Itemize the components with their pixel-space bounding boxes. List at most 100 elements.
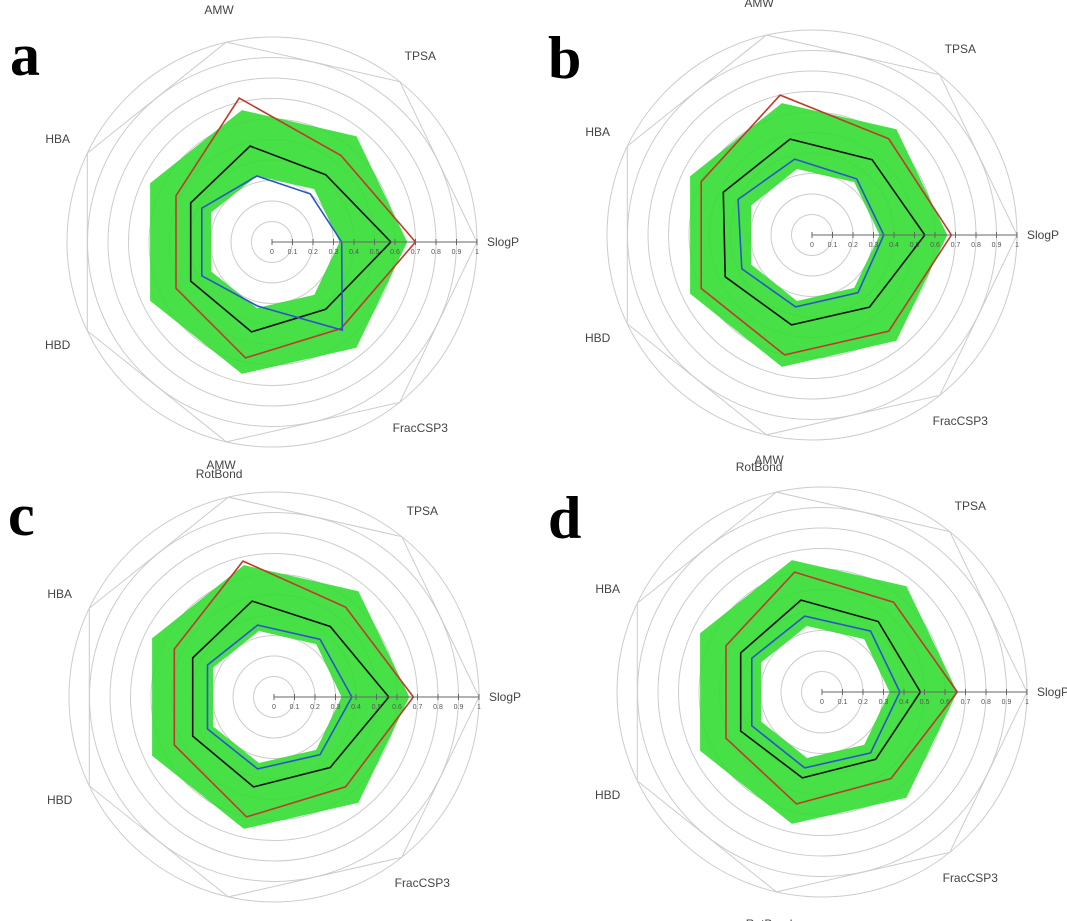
tick-label: 0.8 (971, 242, 981, 249)
axis-label-rotbond: RotBond (196, 467, 243, 481)
axis-label-amw: AMW (206, 458, 236, 472)
series-line-lower (750, 615, 901, 769)
tick-label: 0.5 (370, 249, 380, 256)
radar-plot: 0 0.1 0.2 0.3 0.4 0.5 0.6 0.7 0.8 0.9 1 SlogP TPSA AM… (45, 3, 519, 481)
panel-letter-a: a (10, 22, 40, 88)
axis-label-tpsa: TPSA (945, 42, 976, 56)
tick-label: 0.7 (951, 242, 961, 249)
tick-label: 0.4 (349, 249, 359, 256)
tick-label: 0.6 (392, 704, 402, 711)
tick-label: 0.2 (858, 699, 868, 706)
panel-b: 0 0.1 0.2 0.3 0.4 0.5 0.6 0.7 0.8 0.9 1 SlogP TPSA AM… (548, 0, 1059, 474)
tick-label: 0.5 (372, 704, 382, 711)
tick-label: 0.7 (961, 699, 971, 706)
tick-label: 0.7 (413, 704, 423, 711)
tick-label: 1 (1015, 242, 1019, 249)
axis-label-hbd: HBD (585, 331, 611, 345)
axis-label-hba: HBA (45, 132, 70, 146)
tick-label: 0.9 (992, 242, 1002, 249)
axis-label-tpsa: TPSA (405, 49, 436, 63)
tick-label: 0 (810, 242, 814, 249)
axis-label-hba: HBA (595, 582, 620, 596)
axis-label-tpsa: TPSA (955, 499, 986, 513)
axis-label-fraccsp3: FracCSP3 (933, 414, 989, 428)
tick-label: 0.8 (433, 704, 443, 711)
tick-label: 0 (270, 249, 274, 256)
tick-label: 0.5 (920, 699, 930, 706)
axis-label-amw: AMW (744, 0, 774, 10)
tick-label: 0.9 (454, 704, 464, 711)
radar-plot: 0 0.1 0.2 0.3 0.4 0.5 0.6 0.7 0.8 0.9 1 SlogP TPSA AM… (47, 458, 521, 903)
series-line-mean (189, 145, 393, 333)
green-range-band (700, 560, 958, 824)
tick-label: 0 (272, 704, 276, 711)
panel-d: 0 0.1 0.2 0.3 0.4 0.5 0.6 0.7 0.8 0.9 1 SlogP TPSA AM… (548, 453, 1067, 921)
tick-label: 0.1 (290, 704, 300, 711)
series-line-upper (725, 571, 959, 805)
tick-label: 0.3 (331, 704, 341, 711)
tick-label: 1 (475, 249, 479, 256)
panel-letter-c: c (8, 482, 35, 548)
green-range-band (152, 565, 410, 829)
radar-plot: 0 0.1 0.2 0.3 0.4 0.5 0.6 0.7 0.8 0.9 1 SlogP TPSA AM… (595, 453, 1067, 921)
axis-label-fraccsp3: FracCSP3 (395, 876, 451, 890)
grid-outer-polygon (636, 491, 1028, 893)
axis-label-slogp: SlogP (1037, 685, 1067, 699)
axis-label-fraccsp3: FracCSP3 (393, 421, 449, 435)
axis-label-slogp: SlogP (489, 690, 521, 704)
axis-label-hbd: HBD (595, 788, 621, 802)
axis-label-amw: AMW (754, 453, 784, 467)
grid-outer-polygon (626, 34, 1018, 436)
tick-label: 0.1 (288, 249, 298, 256)
tick-label: 0.2 (848, 242, 858, 249)
tick-label: 0.7 (411, 249, 421, 256)
tick-label: 0.2 (310, 704, 320, 711)
radar-plot: 0 0.1 0.2 0.3 0.4 0.5 0.6 0.7 0.8 0.9 1 SlogP TPSA AM… (585, 0, 1059, 474)
tick-label: 0.6 (930, 242, 940, 249)
panel-c: 0 0.1 0.2 0.3 0.4 0.5 0.6 0.7 0.8 0.9 1 SlogP TPSA AM… (8, 458, 521, 903)
axis-label-tpsa: TPSA (407, 504, 438, 518)
axis-label-slogp: SlogP (487, 235, 519, 249)
tick-label: 0.3 (879, 699, 889, 706)
tick-label: 0.6 (390, 249, 400, 256)
series-line-lower (201, 175, 344, 332)
series-line-lower (737, 158, 885, 308)
tick-label: 0.8 (431, 249, 441, 256)
axis-label-hbd: HBD (47, 793, 73, 807)
series-line-mean (191, 600, 390, 788)
tick-label: 1 (477, 704, 481, 711)
axis-label-hbd: HBD (45, 338, 71, 352)
axis-label-fraccsp3: FracCSP3 (943, 871, 999, 885)
tick-label: 0.9 (1002, 699, 1012, 706)
tick-label: 0.9 (452, 249, 462, 256)
tick-label: 0.8 (981, 699, 991, 706)
axis-label-hba: HBA (585, 125, 610, 139)
tick-label: 0.1 (838, 699, 848, 706)
panel-letter-b: b (548, 25, 581, 91)
tick-label: 0.3 (869, 242, 879, 249)
tick-label: 0 (820, 699, 824, 706)
green-range-band (150, 110, 408, 374)
series-line-mean (739, 599, 922, 779)
series-line-upper (173, 560, 415, 818)
tick-label: 0.5 (910, 242, 920, 249)
axis-label-rotbond: RotBond (746, 917, 793, 921)
tick-label: 0.4 (889, 242, 899, 249)
tick-label: 0.6 (940, 699, 950, 706)
tick-label: 0.4 (351, 704, 361, 711)
tick-label: 0.2 (308, 249, 318, 256)
axis-label-amw: AMW (204, 3, 234, 17)
grid-outer-polygon (88, 496, 480, 898)
series-line-upper (700, 94, 953, 356)
tick-label: 0.1 (828, 242, 838, 249)
axis-label-slogp: SlogP (1027, 228, 1059, 242)
tick-label: 1 (1025, 699, 1029, 706)
axis-label-rotbond: RotBond (736, 460, 783, 474)
green-range-band (690, 103, 948, 367)
series-line-mean (722, 138, 926, 326)
grid-outer-polygon (86, 41, 478, 443)
tick-label: 0.4 (899, 699, 909, 706)
panel-a: 0 0.1 0.2 0.3 0.4 0.5 0.6 0.7 0.8 0.9 1 SlogP TPSA AM… (10, 3, 519, 481)
series-line-upper (175, 97, 417, 359)
